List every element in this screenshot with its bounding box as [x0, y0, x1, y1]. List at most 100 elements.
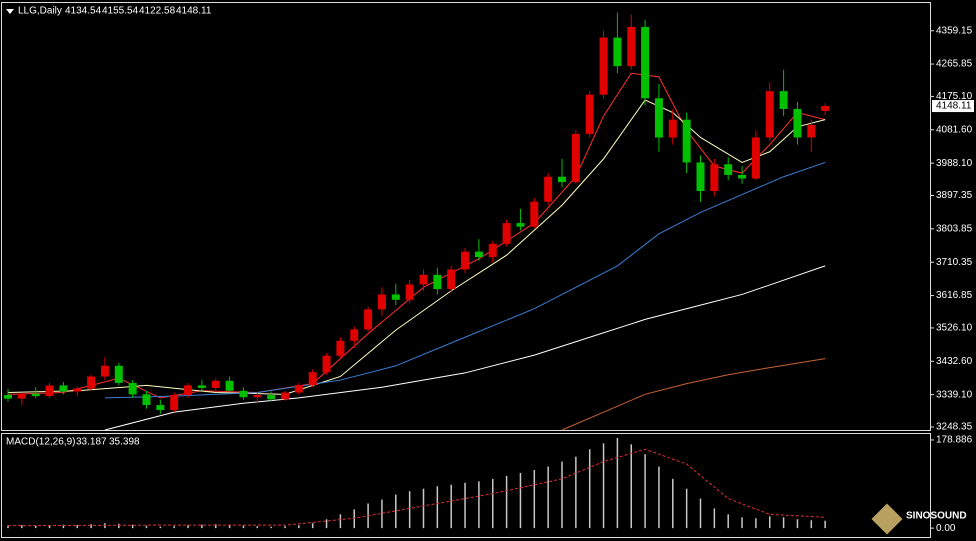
candle-body [599, 37, 608, 95]
line [104, 265, 826, 431]
chart-title: LLG,Daily [18, 6, 62, 17]
candle-body [391, 294, 400, 300]
macd-bar [311, 523, 314, 529]
macd-bar [408, 491, 411, 529]
macd-bar [547, 466, 549, 529]
macd-bar [699, 498, 702, 529]
candle-body [474, 251, 483, 257]
macd-bar [256, 526, 259, 529]
y-tick-label: 4359.15 [936, 25, 973, 36]
macd-bar [228, 524, 231, 529]
candle-body [571, 133, 580, 183]
candle-body [253, 395, 262, 398]
candle-body [627, 26, 636, 67]
candle-body [530, 201, 539, 227]
macd-bar [339, 514, 342, 529]
header-value: 4122.58 [139, 6, 176, 17]
macd-bar [464, 482, 466, 529]
logo: SINOSOUND [906, 511, 967, 522]
candle-body [779, 91, 788, 109]
candle-body [738, 174, 747, 179]
macd-bar [478, 481, 480, 529]
candle-body [4, 395, 12, 399]
price-tag [932, 100, 974, 113]
y-tick-label: 3988.10 [936, 158, 973, 169]
candle-body [558, 176, 566, 183]
line [561, 358, 826, 431]
candle-body [765, 91, 774, 138]
macd-bar [21, 525, 23, 529]
header-value: 35.398 [109, 437, 140, 448]
macd-bar [7, 525, 9, 529]
macd-bar [436, 486, 439, 529]
y-tick-label: 3339.10 [936, 389, 973, 400]
macd-bar [159, 526, 162, 529]
candle-body [45, 385, 54, 397]
candle-body [613, 37, 622, 67]
macd-bar [713, 508, 716, 529]
candle-body [267, 395, 276, 400]
macd-bar [616, 437, 619, 529]
candle-body [641, 26, 650, 99]
macd-bar [270, 526, 272, 529]
y-tick-label: 3803.85 [936, 224, 973, 235]
macd-bar [242, 525, 245, 529]
candle-body [405, 284, 414, 300]
macd-bar [630, 444, 632, 529]
macd-bar [492, 478, 494, 529]
macd-bar [145, 525, 148, 529]
macd-bar [450, 484, 452, 529]
candle-body [87, 376, 96, 389]
candle-body [239, 390, 248, 398]
menu-arrow [6, 9, 14, 14]
candle-body [502, 223, 511, 244]
macd-bar [48, 525, 51, 529]
macd-bar [782, 517, 785, 529]
y-tick-label: 4081.60 [936, 124, 973, 135]
candle-body [17, 393, 26, 399]
macd-bar [76, 525, 78, 529]
macd-bar [173, 526, 175, 529]
y-tick-label: 4175.10 [936, 91, 973, 102]
candle-body [793, 108, 802, 138]
y-tick-label: 3432.60 [936, 356, 973, 367]
macd-bar [215, 524, 217, 529]
macd-bar [131, 524, 134, 529]
macd-bar [505, 475, 508, 529]
line [7, 448, 826, 527]
candle-body [211, 380, 220, 388]
candle-body [59, 385, 68, 392]
macd-bar [755, 518, 757, 529]
macd-bar [824, 520, 826, 529]
y-tick-label: 3248.35 [936, 422, 973, 433]
macd-bar [658, 466, 660, 529]
macd-bar [118, 523, 120, 529]
y-tick-label: 3897.35 [936, 190, 973, 201]
macd-bar [325, 519, 328, 529]
macd-bar [727, 514, 729, 529]
macd-bar [741, 517, 743, 529]
macd-bar [561, 461, 563, 529]
macd-bar [533, 469, 536, 529]
macd-bar [810, 520, 813, 529]
candle-body [156, 405, 165, 411]
candle-body [668, 119, 677, 138]
candle-body [294, 385, 303, 393]
macd-bar [187, 525, 189, 529]
candle-body [197, 385, 206, 388]
candle-body [184, 385, 193, 396]
current-price: 4148.11 [936, 101, 972, 112]
macd-bar [588, 449, 591, 529]
candle-body [433, 274, 442, 290]
candle-body [585, 94, 594, 134]
y-tick-label: 0.00 [936, 523, 956, 534]
candle-body [31, 393, 40, 397]
candle-body [364, 309, 373, 330]
candle-body [336, 340, 345, 356]
candle-body [350, 329, 359, 341]
header-value: 4134.54 [65, 6, 102, 17]
candle-body [682, 119, 691, 163]
y-tick-label: 3710.35 [936, 257, 973, 268]
